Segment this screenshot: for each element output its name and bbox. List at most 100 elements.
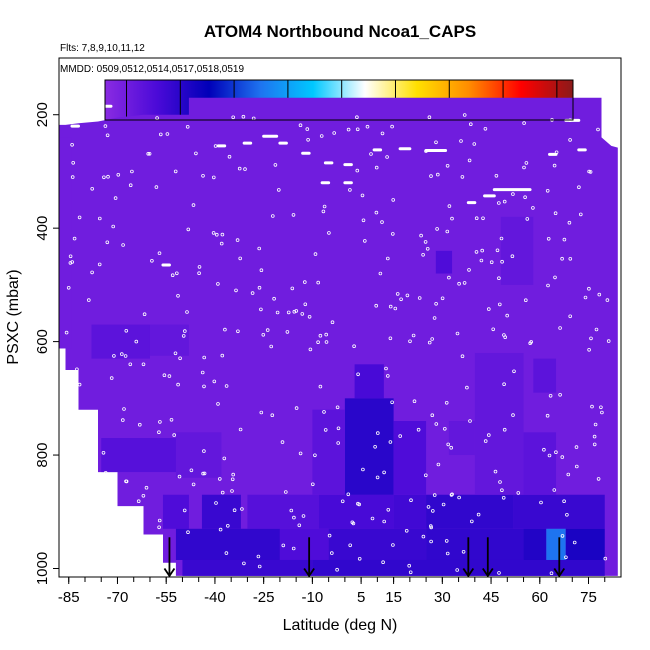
sample-dot bbox=[382, 470, 386, 475]
sample-dot bbox=[560, 256, 564, 261]
sample-dot bbox=[502, 382, 506, 387]
sample-dot bbox=[381, 560, 385, 564]
heatmap-cell bbox=[344, 398, 394, 495]
sample-dot bbox=[77, 215, 82, 220]
sample-dot bbox=[455, 568, 460, 572]
sample-dot bbox=[211, 231, 216, 235]
heatmap-cell bbox=[448, 421, 475, 456]
sample-dot bbox=[327, 231, 331, 235]
sample-dot bbox=[227, 154, 232, 159]
sample-dot bbox=[323, 428, 328, 432]
sample-dot bbox=[483, 127, 488, 131]
sample-dot bbox=[283, 490, 288, 494]
sample-dot bbox=[446, 442, 451, 447]
sample-dot bbox=[467, 268, 471, 272]
sample-dot bbox=[291, 213, 296, 217]
heatmap-cell bbox=[149, 324, 189, 356]
sample-dot bbox=[374, 210, 379, 215]
y-axis-title: PSXC (mbar) bbox=[5, 269, 22, 364]
sample-dot bbox=[231, 472, 236, 477]
sample-dot bbox=[310, 482, 315, 487]
sample-dot bbox=[481, 216, 485, 221]
sample-dot bbox=[512, 369, 516, 374]
sample-dot bbox=[592, 442, 597, 447]
sample-dot bbox=[122, 407, 126, 411]
sample-dot bbox=[121, 418, 125, 422]
sample-dot bbox=[141, 493, 146, 498]
sample-dot bbox=[388, 304, 393, 309]
sample-dot bbox=[574, 464, 579, 469]
sample-dot bbox=[128, 183, 133, 188]
sample-dot bbox=[461, 549, 466, 554]
sample-dot bbox=[596, 127, 600, 132]
sample-dot bbox=[385, 256, 390, 261]
sample-dot bbox=[590, 404, 594, 409]
sample-dot bbox=[183, 329, 187, 333]
sample-dot bbox=[455, 331, 460, 336]
heatmap-cell bbox=[565, 528, 605, 560]
sample-dot bbox=[434, 140, 438, 145]
sample-dot bbox=[497, 302, 502, 307]
x-tick-label: -25 bbox=[253, 589, 275, 606]
sample-dot bbox=[298, 451, 303, 456]
sample-dot bbox=[286, 310, 291, 315]
sample-dot bbox=[449, 445, 454, 450]
sample-dot bbox=[558, 326, 562, 330]
sample-dot bbox=[316, 340, 320, 345]
sample-dot bbox=[587, 169, 591, 174]
sample-dot bbox=[409, 498, 413, 503]
sample-dot bbox=[457, 281, 461, 286]
sample-dot bbox=[128, 362, 133, 367]
sample-dot bbox=[417, 296, 422, 300]
sample-dot bbox=[202, 384, 206, 389]
sample-dot bbox=[169, 417, 174, 422]
sample-dot bbox=[112, 354, 116, 358]
sample-dot bbox=[197, 271, 201, 276]
sample-dot bbox=[157, 518, 162, 523]
sample-dot bbox=[141, 362, 146, 367]
sample-dot bbox=[186, 227, 191, 232]
sample-dot bbox=[583, 295, 588, 300]
sample-dot bbox=[505, 313, 510, 318]
profile-marker-arrowhead bbox=[462, 567, 475, 578]
sample-dot bbox=[427, 340, 432, 345]
sample-dot bbox=[495, 248, 500, 253]
sample-dot bbox=[447, 204, 452, 208]
heatmap-cell bbox=[247, 494, 319, 529]
sample-dot bbox=[483, 439, 488, 443]
sample-dot bbox=[332, 131, 337, 135]
sample-dot bbox=[294, 406, 299, 410]
sample-dot bbox=[553, 211, 558, 216]
sample-dot bbox=[373, 444, 377, 449]
sample-dot bbox=[147, 152, 152, 156]
sample-dot bbox=[465, 385, 469, 390]
sample-dot bbox=[553, 275, 557, 280]
sample-dot bbox=[165, 132, 170, 136]
sample-dot bbox=[336, 426, 341, 431]
sample-dot bbox=[441, 502, 446, 507]
sample-dot bbox=[318, 333, 323, 338]
sample-dot bbox=[90, 270, 94, 275]
sample-dot bbox=[276, 188, 281, 192]
sample-dot bbox=[106, 174, 110, 179]
sample-dot bbox=[178, 356, 182, 361]
sample-dot bbox=[313, 252, 318, 256]
sample-dot bbox=[357, 502, 362, 507]
sample-dot bbox=[542, 447, 546, 452]
colorbar-frame bbox=[104, 79, 574, 121]
x-tick-label: -70 bbox=[107, 589, 129, 606]
sample-dot bbox=[388, 336, 393, 341]
sample-dot bbox=[568, 256, 573, 261]
sample-dot bbox=[71, 406, 75, 411]
sample-dot bbox=[352, 344, 356, 349]
sample-dot bbox=[157, 251, 162, 256]
sample-dot bbox=[444, 400, 449, 405]
sample-dot bbox=[445, 551, 450, 556]
sample-dot bbox=[467, 158, 472, 163]
sample-dot bbox=[234, 288, 238, 293]
heatmap-cell bbox=[393, 421, 427, 495]
sample-dot bbox=[197, 265, 202, 269]
sample-dot bbox=[121, 243, 125, 247]
sample-dot bbox=[256, 554, 261, 559]
sample-dot bbox=[64, 330, 69, 335]
